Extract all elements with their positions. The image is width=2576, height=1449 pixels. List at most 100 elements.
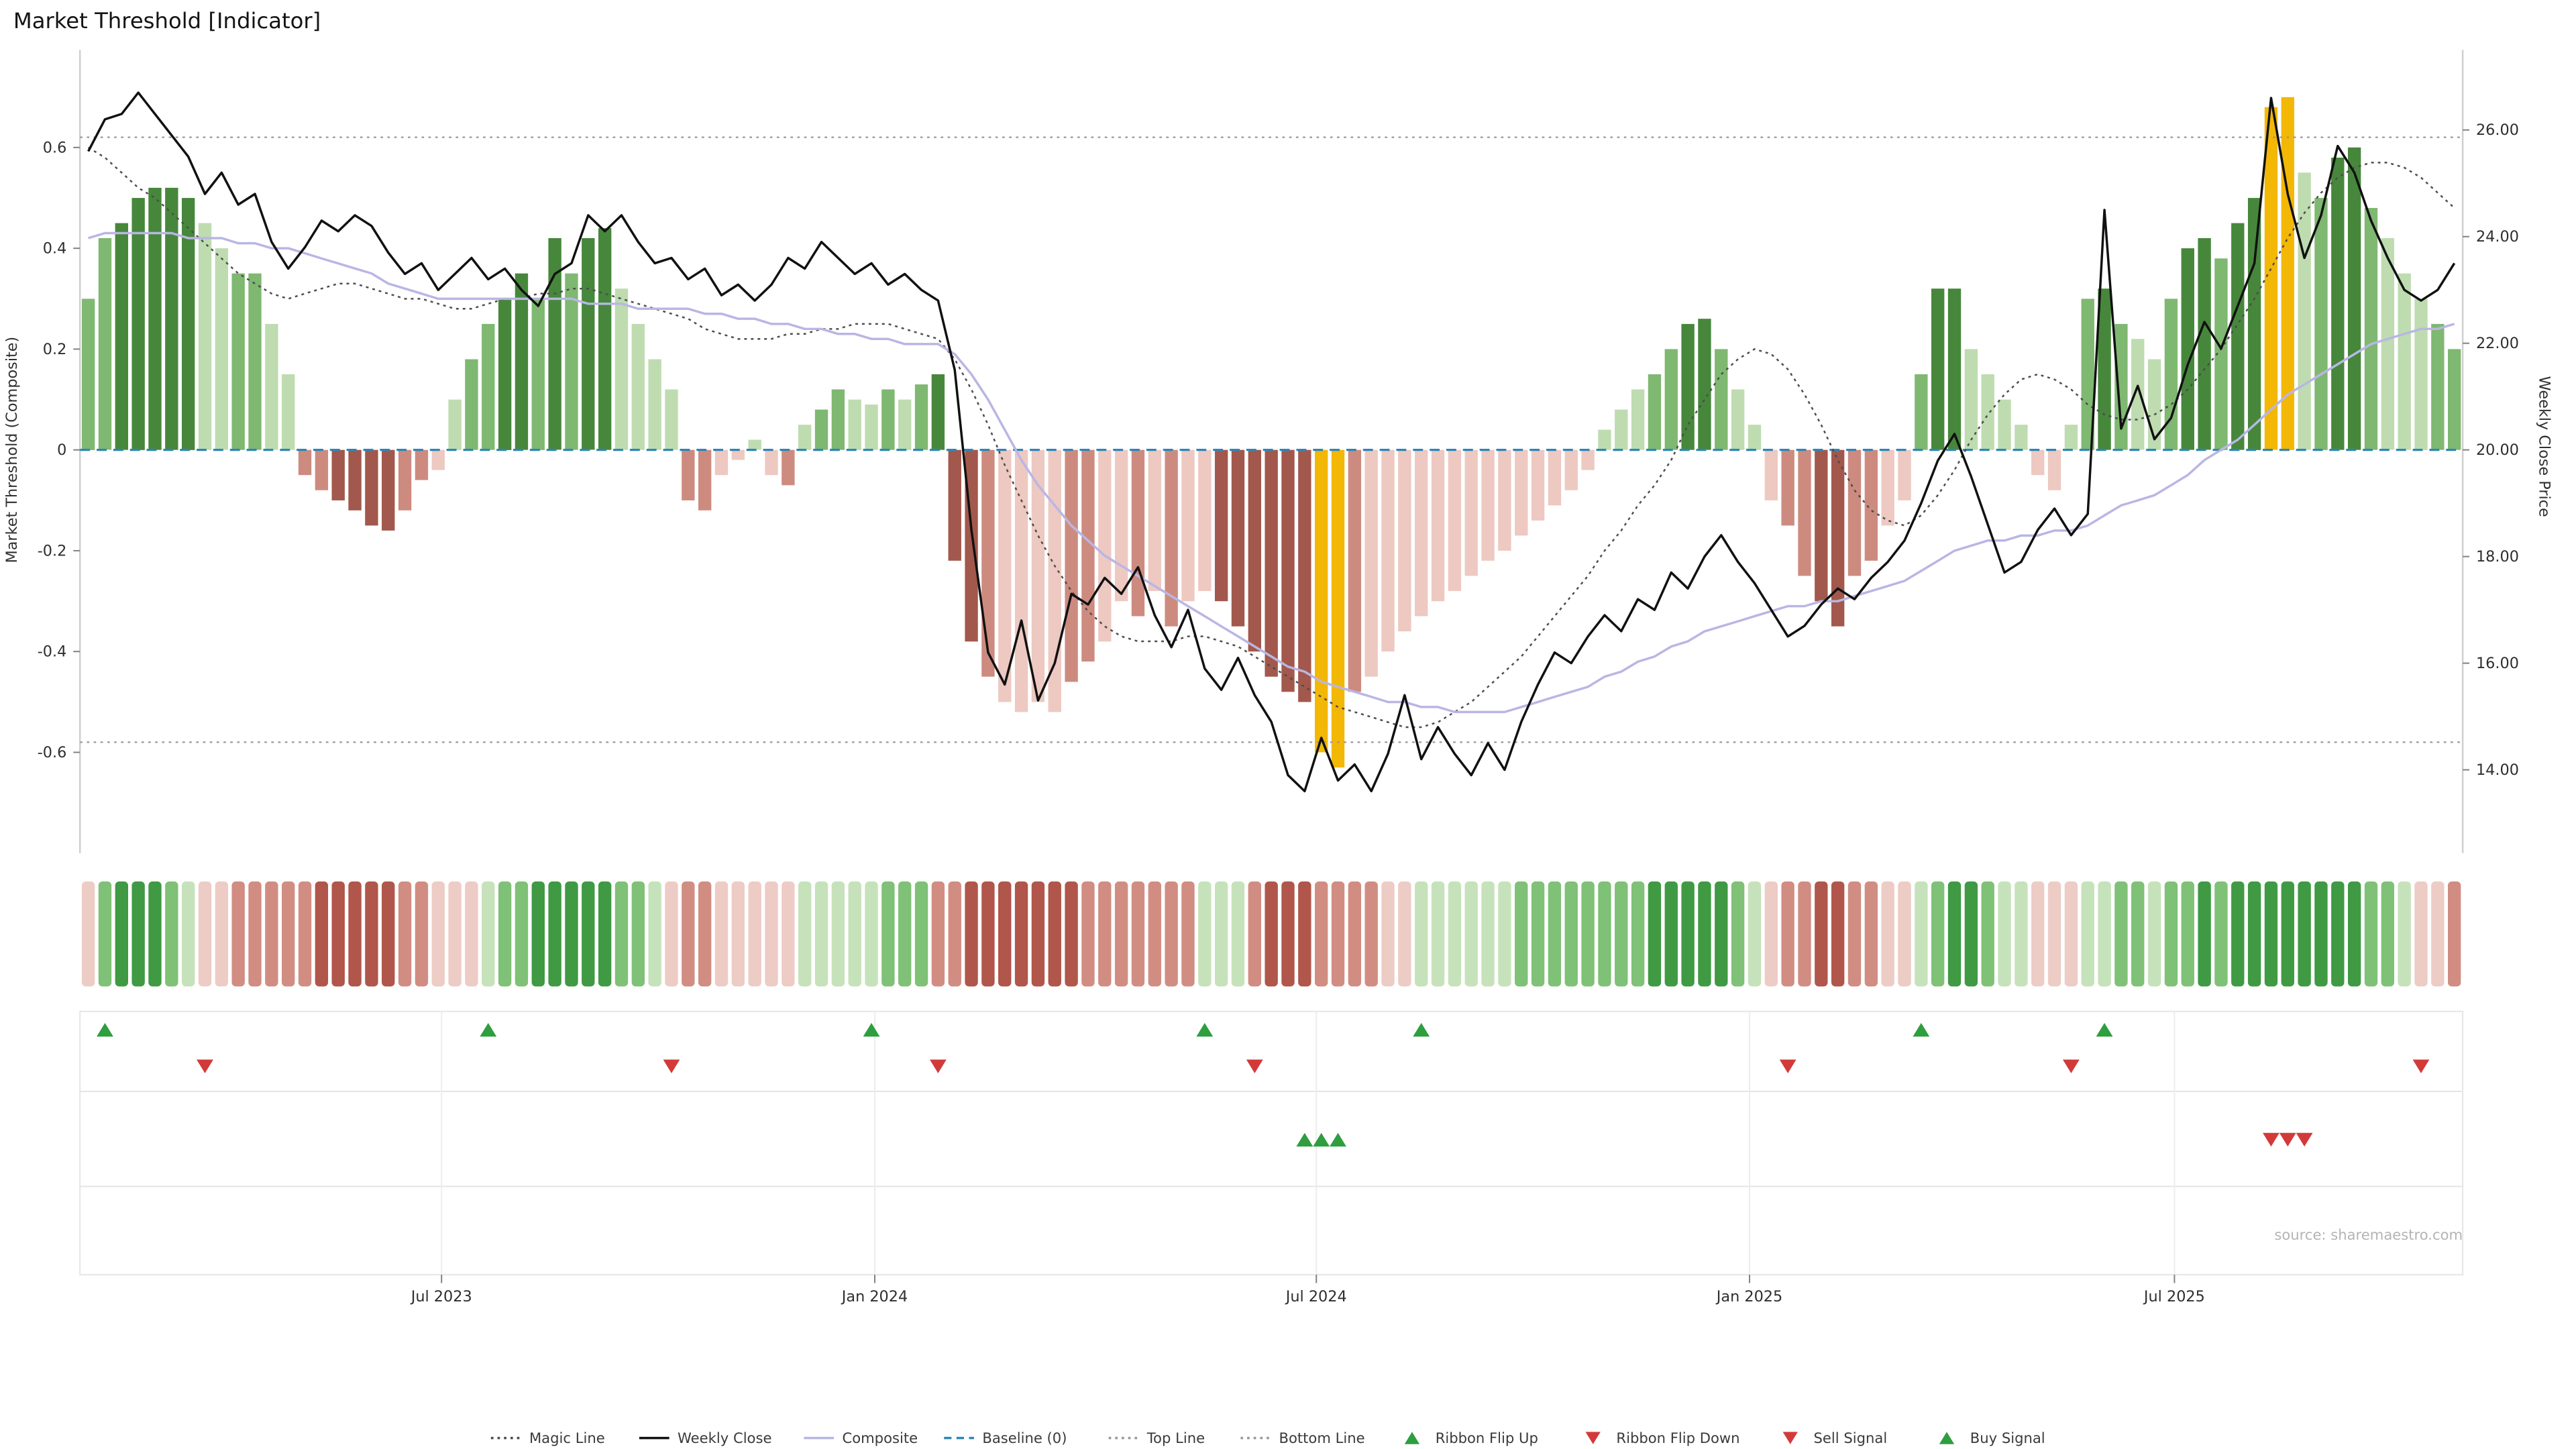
- ribbon-cell: [2131, 881, 2145, 987]
- ribbon-cell: [2381, 881, 2395, 987]
- ribbon-cell: [1864, 881, 1878, 987]
- legend-label: Buy Signal: [1970, 1430, 2045, 1446]
- composite-bar: [331, 449, 345, 500]
- ribbon-cell: [2347, 881, 2361, 987]
- ribbon-cell: [748, 881, 761, 987]
- composite-bar: [1781, 449, 1794, 526]
- ribbon-cell: [265, 881, 278, 987]
- composite-bar: [348, 449, 362, 511]
- composite-bar: [1031, 449, 1045, 702]
- composite-bar: [1631, 389, 1645, 450]
- ribbon-cell: [1398, 881, 1411, 987]
- ribbon-cell: [148, 881, 162, 987]
- composite-bar: [1564, 449, 1578, 490]
- ribbon-cell: [498, 881, 512, 987]
- right-axis-tick-label: 14.00: [2476, 761, 2519, 779]
- composite-bar: [498, 299, 512, 450]
- ribbon-cell: [2147, 881, 2161, 987]
- composite-bar: [1331, 449, 1345, 768]
- ribbon-flip-down-marker: [197, 1059, 213, 1073]
- left-axis-tick-label: 0.6: [43, 139, 67, 156]
- composite-bar: [931, 374, 945, 450]
- ribbon-cell: [2081, 881, 2094, 987]
- ribbon-cell: [2181, 881, 2194, 987]
- ribbon-cell: [465, 881, 478, 987]
- composite-bar: [1798, 449, 1811, 576]
- composite-bar: [1448, 449, 1462, 592]
- ribbon-cell: [2414, 881, 2428, 987]
- composite-bar: [398, 449, 412, 511]
- composite-bar: [1581, 449, 1595, 470]
- ribbon-cell: [482, 881, 495, 987]
- composite-bar: [415, 449, 429, 480]
- legend-label: Magic Line: [529, 1430, 605, 1446]
- ribbon-cell: [1131, 881, 1145, 987]
- ribbon-cell: [848, 881, 861, 987]
- composite-bar: [1915, 374, 1928, 450]
- ribbon-flip-up-legend-icon: [1404, 1432, 1420, 1444]
- composite-bar: [2331, 157, 2345, 450]
- ribbon-cell: [1881, 881, 1894, 987]
- x-axis-tick-label: Jul 2023: [410, 1288, 472, 1305]
- ribbon-cell: [398, 881, 412, 987]
- buy-signal-legend-icon: [1939, 1432, 1955, 1444]
- composite-bar: [1981, 374, 1994, 450]
- legend-item-bottom-line: Bottom Line: [1240, 1430, 1365, 1446]
- ribbon-cell: [1165, 881, 1178, 987]
- ribbon-cell: [1964, 881, 1978, 987]
- ribbon-cell: [782, 881, 795, 987]
- composite-bar: [1881, 449, 1894, 526]
- ribbon-flip-up-marker: [1413, 1022, 1430, 1037]
- composite-bar: [1898, 449, 1911, 500]
- composite-bar: [1515, 449, 1528, 536]
- buy-signal-marker: [1330, 1132, 1346, 1147]
- composite-bar: [1364, 449, 1378, 677]
- legend-label: Baseline (0): [982, 1430, 1067, 1446]
- composite-bar: [1081, 449, 1095, 662]
- left-axis-tick-label: 0.4: [43, 240, 67, 258]
- ribbon-cell: [198, 881, 212, 987]
- ribbon-cell: [948, 881, 961, 987]
- right-axis-tick-label: 22.00: [2476, 335, 2519, 352]
- composite-bar: [648, 359, 661, 450]
- composite-bar: [248, 273, 262, 450]
- buy-signal-marker: [1296, 1132, 1313, 1147]
- ribbon-cell: [98, 881, 112, 987]
- composite-bar: [1114, 449, 1128, 602]
- composite-bar: [1731, 389, 1745, 450]
- ribbon-cell: [415, 881, 429, 987]
- ribbon-cell: [131, 881, 145, 987]
- ribbon-cell: [81, 881, 95, 987]
- ribbon-cell: [914, 881, 928, 987]
- composite-bar: [998, 449, 1012, 702]
- ribbon-cell: [215, 881, 229, 987]
- composite-bar: [731, 449, 745, 460]
- composite-bar: [2314, 198, 2328, 450]
- left-axis-tick-label: -0.4: [38, 643, 67, 661]
- composite-bar: [682, 449, 695, 500]
- legend-label: Top Line: [1146, 1430, 1205, 1446]
- ribbon-cell: [814, 881, 828, 987]
- ribbon-cell: [1498, 881, 1511, 987]
- composite-bar: [1381, 449, 1395, 652]
- ribbon-cell: [448, 881, 462, 987]
- composite-bar: [265, 323, 278, 450]
- composite-bar: [1464, 449, 1478, 576]
- ribbon-cell: [1731, 881, 1745, 987]
- composite-bar: [1415, 449, 1428, 616]
- ribbon-cell: [1664, 881, 1678, 987]
- composite-bar: [1847, 449, 1862, 576]
- ribbon-cell: [2364, 881, 2378, 987]
- x-axis-tick-label: Jan 2025: [1715, 1288, 1782, 1305]
- x-axis-tick-label: Jul 2024: [1285, 1288, 1347, 1305]
- composite-bar: [1531, 449, 1545, 521]
- ribbon-flip-down-marker: [2412, 1059, 2430, 1073]
- ribbon-cell: [1431, 881, 1445, 987]
- sell-signal-marker: [2296, 1132, 2313, 1147]
- composite-bar: [1481, 449, 1495, 561]
- ribbon-cell: [648, 881, 661, 987]
- ribbon-cell: [582, 881, 595, 987]
- composite-bar: [2047, 449, 2061, 490]
- composite-bar: [1314, 449, 1328, 753]
